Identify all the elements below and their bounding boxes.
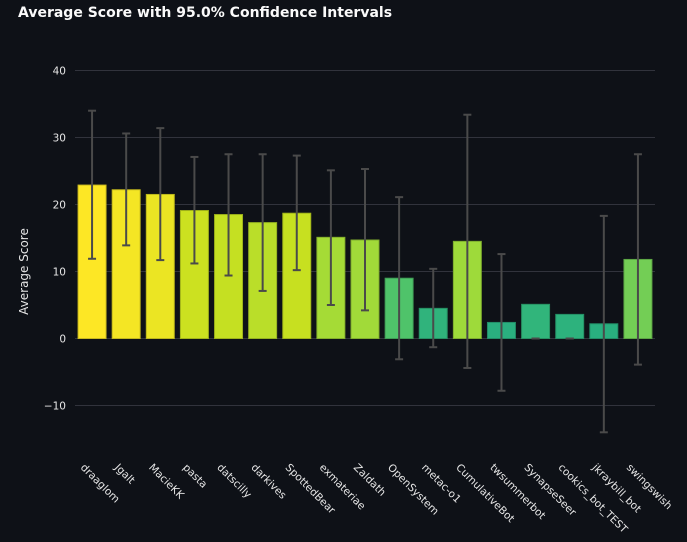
error-bar-Zaldath [361,167,369,312]
error-bar-metac-o1 [429,267,438,349]
error-bar-Jgalt [122,132,131,247]
x-tick-label: darkives [249,462,289,502]
error-bar-OpenSystem [395,196,404,361]
error-bar-datscilly [224,153,233,277]
y-tick-label: 30 [53,133,66,145]
error-bar-SpottedBear [292,154,301,272]
error-bar-draaglom [88,109,97,260]
y-tick-label: 0 [59,334,66,346]
error-bar-CumulativeBot [463,113,472,369]
error-bar-exmateriae [326,169,335,306]
x-tick-label: MacieKK [146,462,187,503]
bar-SynapseSeer[interactable] [521,303,551,339]
error-bar-jkraybill_bot [599,214,608,434]
error-bar-darkives [258,153,267,292]
error-bar-MacieKK [156,127,165,262]
x-tick-label: CumulativeBot [453,462,516,525]
y-axis-ticks: −10 0 10 20 30 40 [44,66,66,413]
x-tick-label: Jgalt [111,461,137,487]
y-tick-label: −10 [44,401,66,413]
error-bars [88,109,642,434]
error-bar-pasta [190,155,199,265]
y-tick-label: 40 [53,66,66,78]
bar-cookics_bot_TEST[interactable] [555,313,585,340]
y-axis-label: Average Score [17,228,31,315]
x-tick-label: datscilly [214,462,253,501]
y-tick-label: 10 [53,267,66,279]
error-bar-twsummerbot [497,253,506,392]
chart-title: Average Score with 95.0% Confidence Inte… [18,5,392,21]
error-bar-swingswish [633,153,642,366]
y-tick-label: 20 [53,200,66,212]
x-tick-label: pasta [180,462,209,491]
